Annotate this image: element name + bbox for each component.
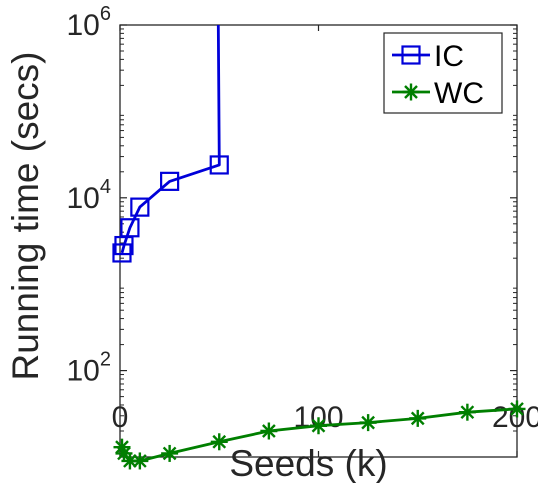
legend-item-ic: IC <box>392 40 464 73</box>
legend-label: WC <box>434 77 484 110</box>
y-tick-label: 106 <box>67 3 112 42</box>
labels-layer: Seeds (k) Running time (secs) <box>5 51 388 483</box>
data-point-asterisk <box>310 417 327 435</box>
legend: IC WC <box>383 32 503 114</box>
legend-item-wc: WC <box>392 77 484 110</box>
data-point-asterisk <box>260 422 278 440</box>
data-point-asterisk <box>161 444 179 462</box>
x-tick-label: 0 <box>112 401 129 434</box>
data-point-asterisk <box>359 414 377 432</box>
data-point-square <box>120 218 140 238</box>
y-tick-label: 102 <box>67 349 112 388</box>
data-point-asterisk <box>131 452 149 470</box>
series-ic <box>112 24 229 263</box>
series-wc <box>113 400 526 470</box>
data-point-square <box>130 197 150 217</box>
y-axis-label: Running time (secs) <box>5 51 46 380</box>
data-point-asterisk <box>508 400 526 418</box>
legend-label: IC <box>434 40 464 73</box>
data-point-square <box>209 155 229 175</box>
data-point-asterisk <box>402 83 420 101</box>
data-point-asterisk <box>210 433 228 451</box>
data-point-square <box>160 171 180 191</box>
data-point-square <box>401 45 421 65</box>
y-tick-label: 104 <box>67 176 112 215</box>
data-point-asterisk <box>458 403 476 421</box>
data-point-asterisk <box>409 409 427 427</box>
x-axis-label: Seeds (k) <box>229 443 387 483</box>
data-point-square <box>112 243 132 263</box>
series-layer <box>112 24 526 470</box>
series-line <box>120 24 221 254</box>
